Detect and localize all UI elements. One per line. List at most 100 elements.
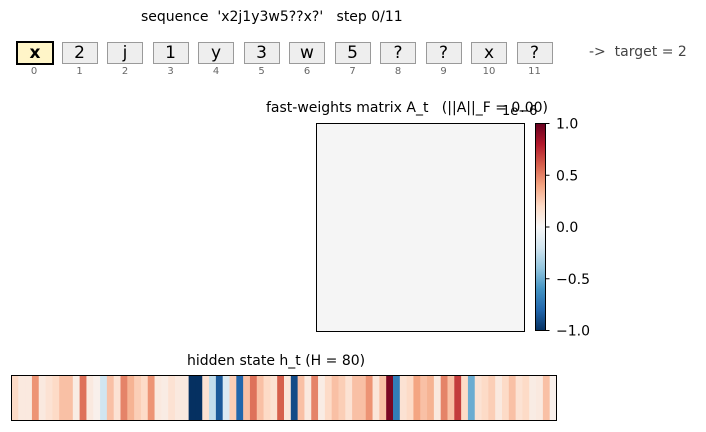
hidden-cell-51 (358, 375, 367, 421)
colorbar-tick-label-1: 0.5 (556, 168, 578, 184)
hidden-cell-9 (72, 375, 81, 421)
hidden-cell-41 (290, 375, 299, 421)
hidden-cell-71 (495, 375, 503, 421)
hidden-cell-39 (277, 375, 285, 421)
hidden-cell-76 (529, 375, 537, 421)
token-index-0: 0 (30, 66, 38, 77)
hidden-cell-70 (488, 375, 496, 421)
hidden-cell-27 (195, 375, 203, 421)
token-index-1: 1 (76, 66, 83, 77)
hidden-cell-72 (502, 375, 510, 421)
hidden-cell-28 (202, 375, 210, 421)
hidden-cell-0 (11, 375, 19, 421)
hidden-cell-31 (222, 375, 230, 421)
hidden-cell-78 (542, 375, 551, 421)
hidden-cell-65 (454, 375, 462, 421)
hidden-cell-5 (45, 375, 53, 421)
hidden-cell-49 (345, 375, 353, 421)
token-index-2: 2 (121, 66, 129, 77)
hidden-cell-6 (52, 375, 60, 421)
colorbar-tick-label-4: −1.0 (556, 324, 590, 340)
token-index-8: 8 (394, 66, 402, 77)
colorbar (535, 123, 546, 331)
token-4: y (198, 42, 234, 64)
hidden-state-title: hidden state h_t (H = 80) (187, 353, 366, 369)
fast-weights-title: fast-weights matrix A_t (||A||_F = 0.00) (266, 100, 549, 116)
hidden-cell-10 (79, 375, 87, 421)
target-label: -> target = 2 (589, 44, 687, 60)
colorbar-tick-label-3: −0.5 (556, 272, 590, 288)
hidden-cell-73 (508, 375, 517, 421)
hidden-cell-23 (168, 375, 176, 421)
hidden-cell-69 (481, 375, 489, 421)
colorbar-tick-label-2: 0.0 (556, 220, 578, 236)
token-index-6: 6 (303, 66, 311, 77)
token-5: 3 (243, 42, 280, 64)
hidden-cell-22 (161, 375, 169, 421)
hidden-cell-40 (284, 375, 292, 421)
hidden-state-frame (11, 375, 557, 421)
hidden-state-strip (11, 375, 557, 421)
hidden-cell-43 (304, 375, 312, 421)
token-8: ? (380, 42, 416, 64)
hidden-cell-58 (406, 375, 414, 421)
token-2: j (107, 42, 143, 64)
token-index-4: 4 (212, 66, 220, 77)
hidden-cell-7 (59, 375, 67, 421)
hidden-cell-15 (113, 375, 121, 421)
hidden-cell-26 (188, 375, 196, 421)
hidden-cell-4 (38, 375, 46, 421)
hidden-cell-32 (229, 375, 237, 421)
hidden-cell-33 (236, 375, 244, 421)
hidden-cell-59 (413, 375, 421, 421)
hidden-cell-36 (256, 375, 264, 421)
sequence-title: sequence 'x2j1y3w5??x?' step 0/11 (141, 9, 403, 25)
hidden-cell-18 (134, 375, 142, 421)
hidden-cell-74 (515, 375, 523, 421)
hidden-cell-56 (393, 375, 401, 421)
token-1: 2 (61, 42, 98, 64)
hidden-cell-1 (18, 375, 26, 421)
hidden-cell-44 (311, 375, 319, 421)
hidden-cell-64 (447, 375, 455, 421)
hidden-cell-35 (249, 375, 258, 421)
token-index-7: 7 (349, 66, 356, 77)
token-9: ? (425, 42, 462, 64)
hidden-cell-57 (399, 375, 408, 421)
hidden-cell-54 (379, 375, 387, 421)
hidden-cell-62 (433, 375, 442, 421)
colorbar-tick-label-0: 1.0 (556, 117, 578, 133)
hidden-cell-45 (318, 375, 326, 421)
hidden-cell-63 (440, 375, 448, 421)
scale-factor-label: 1e−6 (502, 104, 538, 119)
hidden-cell-47 (331, 375, 339, 421)
hidden-cell-13 (100, 375, 108, 421)
token-10: x (471, 42, 507, 64)
hidden-cell-17 (127, 375, 135, 421)
hidden-cell-46 (324, 375, 333, 421)
hidden-cell-48 (338, 375, 346, 421)
hidden-cell-8 (66, 375, 74, 421)
hidden-cell-30 (215, 375, 224, 421)
hidden-cell-68 (474, 375, 482, 421)
fast-weights-matrix (316, 123, 525, 332)
token-index-11: 11 (528, 66, 541, 77)
hidden-cell-19 (140, 375, 149, 421)
hidden-cell-75 (522, 375, 530, 421)
hidden-cell-37 (263, 375, 271, 421)
hidden-cell-11 (86, 375, 94, 421)
token-11: ? (516, 42, 553, 64)
hidden-cell-16 (120, 375, 128, 421)
hidden-cell-55 (386, 375, 394, 421)
hidden-cell-34 (243, 375, 251, 421)
hidden-cell-53 (372, 375, 380, 421)
token-index-10: 10 (482, 66, 496, 77)
hidden-cell-25 (181, 375, 190, 421)
hidden-cell-77 (536, 375, 544, 421)
hidden-cell-21 (154, 375, 162, 421)
token-7: 5 (334, 42, 371, 64)
hidden-cell-42 (297, 375, 305, 421)
token-3: 1 (152, 42, 189, 64)
hidden-cell-3 (31, 375, 40, 421)
